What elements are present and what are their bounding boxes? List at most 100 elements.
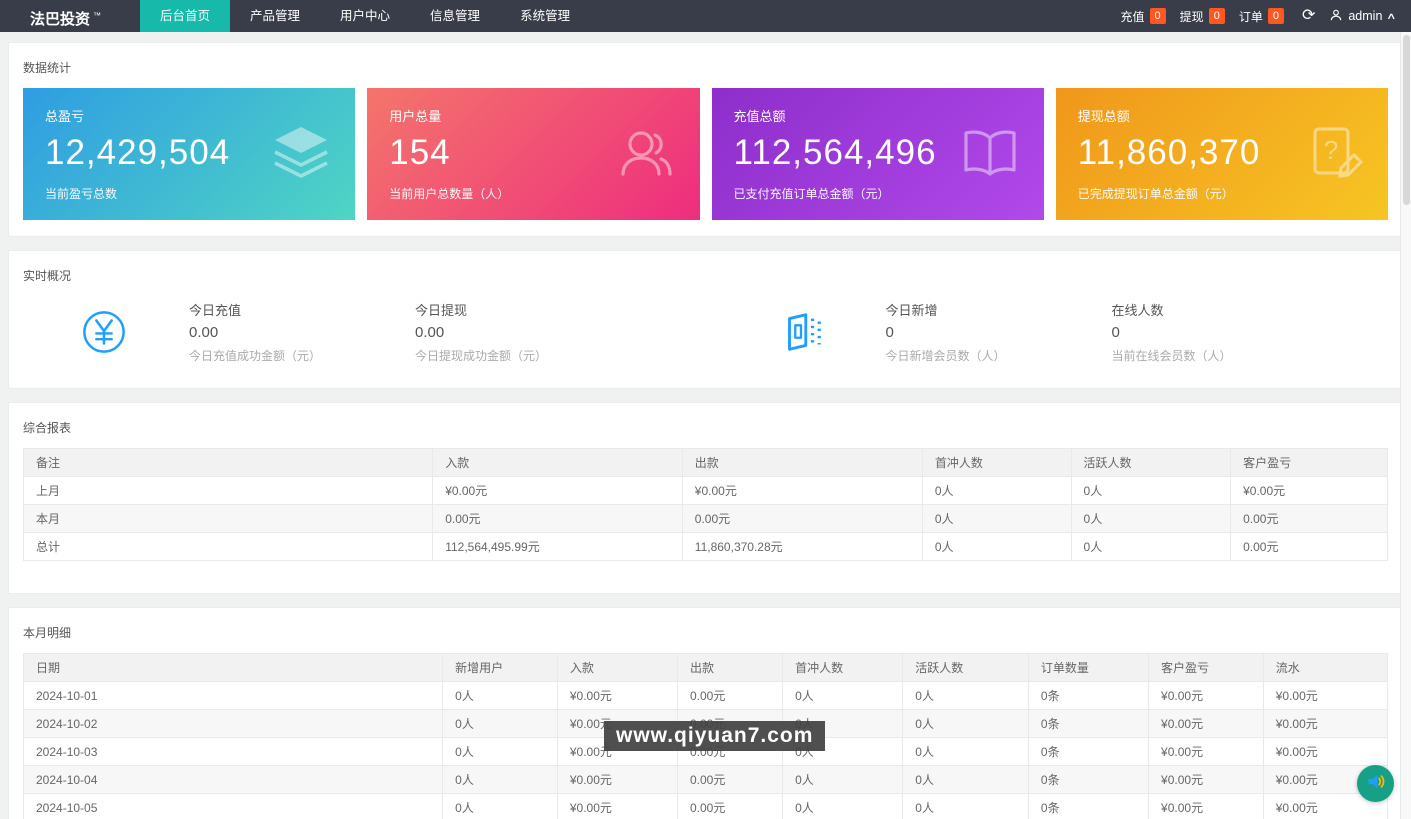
- scrollbar-thumb[interactable]: [1402, 35, 1410, 205]
- realtime-stat-value: 0: [885, 324, 894, 341]
- column-header: 日期: [22, 653, 444, 682]
- stat-card-label: 提现总额: [1077, 109, 1130, 124]
- summary-table: 备注 入款 出款 首冲人数 活跃人数 客户盈亏 上月 ¥0.00元 ¥0.00元 0人 0人 ¥0.0…: [22, 448, 1388, 561]
- stat-card-1: 总盈亏 12,429,504 当前盈亏总数: [23, 88, 356, 220]
- realtime-stat-desc: 今日新增会员数（人）: [885, 349, 1006, 363]
- stat-card-label: 充值总额: [733, 109, 786, 124]
- stat-card-value: 154: [389, 133, 451, 172]
- realtime-stat: 在线人数 0 当前在线会员数（人）: [1112, 300, 1338, 364]
- table-cell: 0人: [442, 709, 558, 738]
- table-cell: 2024-10-02: [22, 709, 444, 738]
- nav-item-1[interactable]: 后台首页: [140, 0, 231, 32]
- column-header: 新增用户: [442, 653, 558, 682]
- stat-card-label: 总盈亏: [45, 109, 85, 124]
- table-cell: 0人: [902, 681, 1029, 710]
- refresh-icon[interactable]: ⟳: [1301, 7, 1316, 24]
- column-header: 客户盈亏: [1230, 448, 1388, 477]
- nav-item-2[interactable]: 产品管理: [250, 9, 301, 23]
- stat-card-desc: 当前用户总数量（人）: [389, 187, 510, 201]
- table-cell: 0人: [902, 765, 1029, 794]
- table-cell: 0.00元: [1230, 532, 1388, 561]
- table-cell: 0条: [1027, 681, 1150, 710]
- table-cell: 0人: [442, 765, 558, 794]
- user-icon: [1329, 8, 1348, 25]
- table-row: 2024-10-01 0人 ¥0.00元 0.00元 0人 0人 0条 ¥0.00元 ¥0.00…: [22, 681, 1389, 710]
- realtime-stat: 今日新增 0 今日新增会员数（人）: [886, 300, 1112, 364]
- column-header: 首冲人数: [921, 448, 1072, 477]
- realtime-stat-label: 今日新增: [885, 303, 938, 318]
- table-row: 上月 ¥0.00元 ¥0.00元 0人 0人 ¥0.00元: [22, 476, 1388, 505]
- sound-toggle-button[interactable]: [1357, 765, 1394, 802]
- table-cell: 0人: [782, 765, 904, 794]
- realtime-stat: 今日充值 0.00 今日充值成功金额（元）: [189, 300, 415, 364]
- column-header: 入款: [556, 653, 679, 682]
- user-menu[interactable]: admin ∧: [1329, 8, 1397, 25]
- scrollbar[interactable]: [1400, 32, 1411, 819]
- realtime-stat-value: 0.00: [415, 324, 445, 341]
- table-cell: ¥0.00元: [1148, 765, 1264, 794]
- table-cell: 0人: [442, 737, 558, 766]
- top-navbar: 法巴投资 ™ 后台首页 产品管理 用户中心 信息管理 系统管理 充值 0 提现 0 订单 0 ⟳ a…: [0, 0, 1411, 32]
- realtime-stat-desc: 今日提现成功金额（元）: [415, 349, 548, 363]
- navbar-right: 充值 0 提现 0 订单 0 ⟳ admin ∧: [1121, 0, 1411, 32]
- stat-card-desc: 已支付充值订单总金额（元）: [733, 187, 890, 201]
- stat-card-value: 12,429,504: [45, 133, 231, 172]
- column-header: 备注: [22, 448, 434, 477]
- app-logo-text: 法巴投资: [30, 11, 91, 28]
- stat-card-desc: 已完成提现订单总金额（元）: [1077, 187, 1234, 201]
- column-header: 出款: [676, 653, 784, 682]
- table-cell: ¥0.00元: [556, 765, 679, 794]
- table-cell: 11,860,370.28元: [681, 532, 923, 561]
- table-cell: 本月: [22, 504, 434, 533]
- table-row: 本月 0.00元 0.00元 0人 0人 0.00元: [22, 504, 1388, 533]
- table-cell: 0条: [1027, 765, 1150, 794]
- detail-panel: 本月明细 日期 新增用户 入款 出款 首冲人数 活跃人数 订单数量 客户盈亏 流水 2024-10…: [8, 607, 1403, 819]
- content: 数据统计 总盈亏 12,429,504 当前盈亏总数 用户总量 154 当前用户总数量（人…: [0, 32, 1411, 819]
- table-cell: ¥0.00元: [1262, 681, 1389, 710]
- summary-panel-title: 综合报表: [23, 421, 72, 435]
- column-header: 出款: [681, 448, 923, 477]
- nav-item-4[interactable]: 信息管理: [430, 9, 481, 23]
- column-header: 首冲人数: [782, 653, 904, 682]
- stat-card-4: 提现总额 11,860,370 已完成提现订单总金额（元）?: [1055, 88, 1388, 220]
- realtime-stat-value: 0: [1111, 324, 1120, 341]
- detail-table: 日期 新增用户 入款 出款 首冲人数 活跃人数 订单数量 客户盈亏 流水 2024-10-01 0人…: [22, 653, 1389, 819]
- realtime-stat-label: 今日提现: [415, 303, 468, 318]
- table-cell: ¥0.00元: [556, 793, 679, 819]
- table-cell: 0.00元: [676, 765, 784, 794]
- table-cell: ¥0.00元: [556, 681, 679, 710]
- nav-item-5[interactable]: 系统管理: [520, 9, 571, 23]
- app-logo[interactable]: 法巴投资 ™: [0, 0, 140, 32]
- notice-item-1[interactable]: 充值 0: [1121, 8, 1166, 25]
- chevron-up-icon: ∧: [1386, 10, 1397, 21]
- nav-item-3[interactable]: 用户中心: [340, 9, 391, 23]
- table-row: 2024-10-04 0人 ¥0.00元 0.00元 0人 0人 0条 ¥0.00元 ¥0.00…: [22, 765, 1389, 794]
- table-cell: 0人: [902, 737, 1029, 766]
- table-cell: 0人: [1070, 504, 1232, 533]
- realtime-stat-value: 0.00: [189, 324, 219, 341]
- table-cell: 0.00元: [676, 793, 784, 819]
- table-cell: ¥0.00元: [1148, 709, 1264, 738]
- table-cell: 0人: [902, 709, 1029, 738]
- notice-label: 充值: [1120, 9, 1145, 24]
- table-cell: 0人: [442, 793, 558, 819]
- table-cell: 0人: [921, 532, 1072, 561]
- table-cell: 上月: [22, 476, 434, 505]
- realtime-groups: 今日充值 0.00 今日充值成功金额（元） 今日提现 0.00 今日提现成功金额（元） 今日…: [9, 296, 1402, 388]
- realtime-group-1: 今日充值 0.00 今日充值成功金额（元） 今日提现 0.00 今日提现成功金额（元）: [9, 300, 706, 364]
- table-row: 总计 112,564,495.99元 11,860,370.28元 0人 0人 0.00元: [22, 532, 1388, 561]
- table-cell: 0人: [921, 476, 1072, 505]
- column-header: 客户盈亏: [1148, 653, 1264, 682]
- watermark: www.qiyuan7.com: [604, 721, 826, 751]
- table-cell: 112,564,495.99元: [432, 532, 683, 561]
- notice-item-2[interactable]: 提现 0: [1180, 8, 1225, 25]
- notice-label: 提现: [1179, 9, 1204, 24]
- trademark-mark: ™: [93, 11, 102, 20]
- table-cell: 0条: [1027, 793, 1150, 819]
- table-header-row: 日期 新增用户 入款 出款 首冲人数 活跃人数 订单数量 客户盈亏 流水: [22, 653, 1389, 682]
- count-badge: 0: [1267, 8, 1284, 24]
- notice-item-3[interactable]: 订单 0: [1239, 8, 1284, 25]
- table-cell: 0人: [921, 504, 1072, 533]
- realtime-stat-desc: 今日充值成功金额（元）: [189, 349, 322, 363]
- table-cell: ¥0.00元: [1262, 737, 1389, 766]
